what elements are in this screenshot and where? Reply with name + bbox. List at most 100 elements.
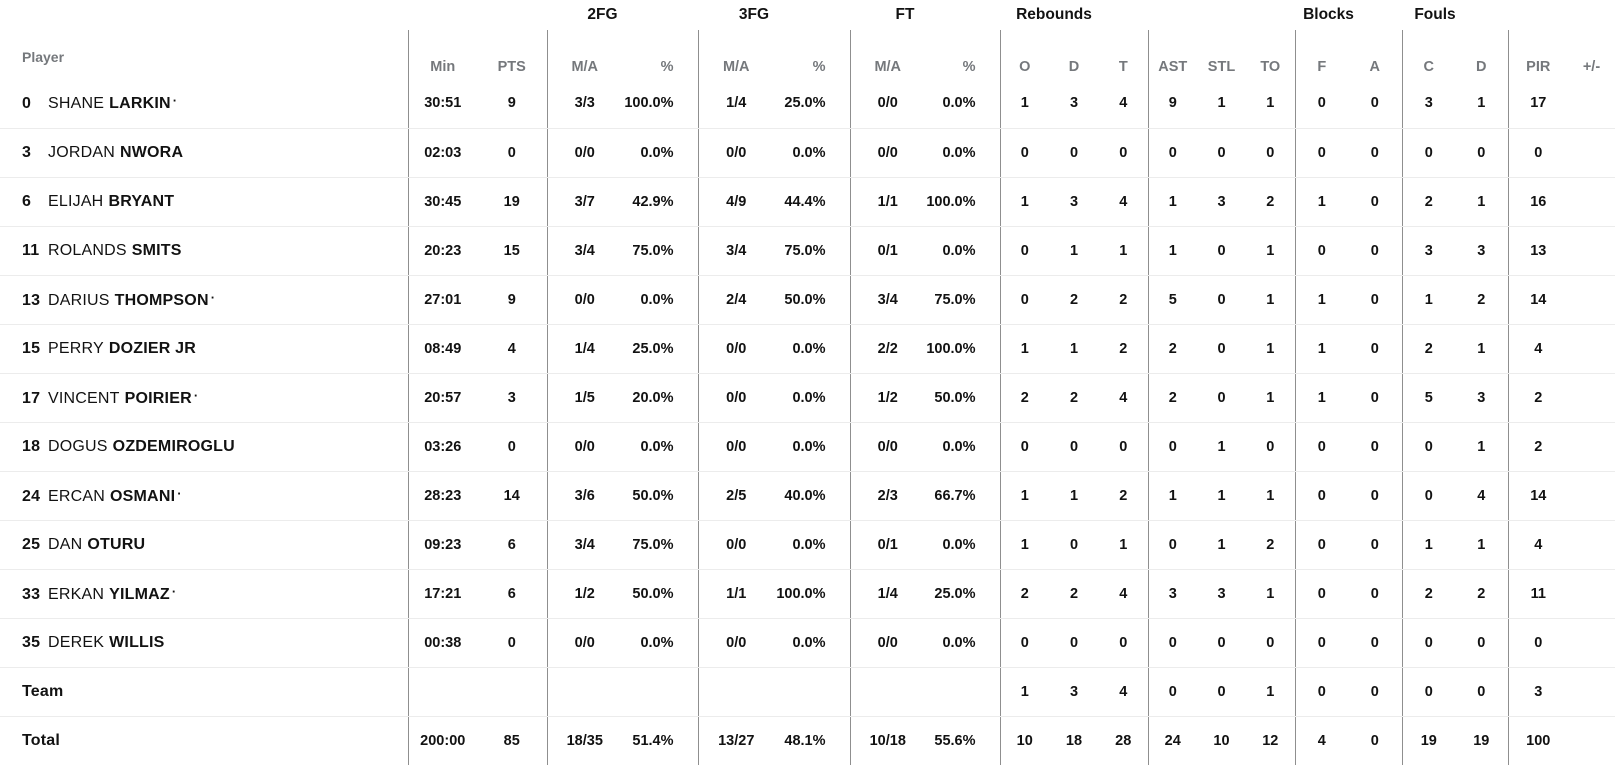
cell-reb-t: 4 [1099,177,1148,227]
cell-min: 200:00 [407,716,477,765]
player-first-name: PERRY [48,339,104,357]
cell-blk-a: 0 [1348,422,1403,472]
cell-reb-t: 2 [1099,324,1148,374]
cell-fg2-ma: 0/0 [546,422,622,472]
cell-reb-t: 4 [1099,667,1148,717]
col-header-blk-f: F [1294,30,1349,79]
cell-fg2-pct: 25.0% [622,324,698,374]
cell-foul-d: 2 [1455,569,1509,619]
player-name-cell[interactable]: 24 ERCAN OSMANI · [0,471,408,521]
cell-min: 30:45 [407,177,477,227]
cell-fg3-ma: 13/27 [697,716,774,765]
cell-to: 12 [1262,732,1279,749]
cell-pts: 15 [477,226,547,276]
cell-ast: 0 [1147,618,1197,668]
cell-pts: 0 [477,128,547,178]
group-header-ft: FT [895,6,915,23]
cell-pir: 14 [1507,471,1569,521]
cell-ft-ma: 0/1 [849,226,925,276]
cell-pir: 2 [1507,422,1569,472]
cell-stl: 0 [1197,618,1246,668]
cell-fg3-pct: 48.1% [784,732,826,749]
player-name-cell[interactable]: 3 JORDAN NWORA [0,128,408,178]
cell-plus-minus [1568,422,1615,472]
col-header-2fg-ma: M/A [546,30,622,79]
cell-pir: 2 [1507,373,1569,423]
cell-fg3-ma: 2/4 [697,275,774,325]
cell-pir: 0 [1507,618,1569,668]
player-name-cell[interactable]: 35 DEREK WILLIS [0,618,408,668]
player-name-cell[interactable]: 33 ERKAN YILMAZ · [0,569,408,619]
cell-reb-o: 1 [999,667,1049,717]
player-row: 3 JORDAN NWORA 02:03 0 0/0 0.0% 0/0 0.0% 0/0 0.0% 0… [0,128,1615,178]
cell-foul-c: 3 [1401,226,1456,276]
cell-blk-f: 0 [1294,226,1349,276]
player-name-cell[interactable]: 0 SHANE LARKIN · [0,79,408,129]
group-header-spacer [1508,0,1615,30]
stats-table-body: 0 SHANE LARKIN · 30:51 9 3/3 100.0% 1/4 25.0% 0/0 0… [0,79,1615,765]
cell-foul-d: 0 [1455,667,1509,717]
cell-min: 20:57 [407,373,477,423]
cell-foul-c: 1 [1401,275,1456,325]
player-row: 33 ERKAN YILMAZ · 17:21 6 1/2 50.0% 1/1 100.0% 1/4… [0,569,1615,619]
cell-to: 0 [1246,618,1296,668]
player-name-cell[interactable]: 15 PERRY DOZIER JR [0,324,408,374]
player-name-cell[interactable]: 17 VINCENT POIRIER · [0,373,408,423]
cell-fg2-pct: 0.0% [622,618,698,668]
cell-min: 02:03 [407,128,477,178]
cell-plus-minus [1568,373,1615,423]
cell-ast: 2 [1147,324,1197,374]
player-first-name: ROLANDS [48,241,127,259]
cell-fg2-ma: 3/6 [546,471,622,521]
cell-foul-d: 3 [1455,226,1509,276]
cell-to: 1 [1246,373,1296,423]
cell-pts: 6 [477,569,547,619]
player-name-cell[interactable]: 11 ROLANDS SMITS [0,226,408,276]
group-header-2fg: 2FG [587,6,618,23]
row-label: Team [22,682,64,700]
cell-pts: 85 [503,732,520,749]
jersey-number: 0 [22,95,32,113]
cell-blk-a: 0 [1348,226,1403,276]
cell-pts: 3 [477,373,547,423]
cell-reb-d: 3 [1049,177,1099,227]
player-last-name: SMITS [131,241,182,259]
cell-reb-t: 2 [1099,275,1148,325]
cell-ast: 0 [1147,128,1197,178]
col-header-reb-d: D [1068,59,1080,75]
cell-pts: 4 [477,324,547,374]
player-name-cell[interactable]: 25 DAN OTURU [0,520,408,570]
cell-blk-f: 0 [1294,471,1349,521]
player-last-name: OTURU [87,535,146,553]
col-header-stl: STL [1207,59,1236,75]
cell-reb-o: 0 [999,226,1049,276]
player-first-name: VINCENT [48,389,120,407]
player-last-name: POIRIER [124,389,192,407]
jersey-number: 15 [22,339,41,357]
cell-stl: 10 [1213,732,1230,749]
cell-fg3-pct: 25.0% [774,79,850,129]
cell-fg3-ma: 2/5 [697,471,774,521]
player-name-cell[interactable]: 18 DOGUS OZDEMIROGLU [0,422,408,472]
player-last-name: YILMAZ [109,585,170,603]
cell-fg2-pct: 0.0% [622,422,698,472]
cell-blk-f: 1 [1294,275,1349,325]
cell-stl: 1 [1197,520,1246,570]
cell-blk-f: 0 [1294,79,1349,129]
cell-fg3-ma: 0/0 [697,128,774,178]
cell-fg3-pct: 0.0% [774,373,850,423]
cell-reb-d: 1 [1049,324,1099,374]
player-name-cell[interactable]: 13 DARIUS THOMPSON · [0,275,408,325]
player-first-name: ERKAN [48,585,105,603]
cell-reb-t: 0 [1099,422,1148,472]
cell-blk-f: 4 [1294,716,1349,765]
player-name-cell[interactable]: 6 ELIJAH BRYANT [0,177,408,227]
cell-min: 09:23 [407,520,477,570]
player-row: 6 ELIJAH BRYANT 30:45 19 3/7 42.9% 4/9 44.4% 1/1 1… [0,177,1615,227]
cell-fg2-ma: 0/0 [546,618,622,668]
cell-fg2-ma: 3/7 [546,177,622,227]
cell-min: 03:26 [407,422,477,472]
jersey-number: 13 [22,291,41,309]
cell-foul-d: 1 [1455,177,1509,227]
